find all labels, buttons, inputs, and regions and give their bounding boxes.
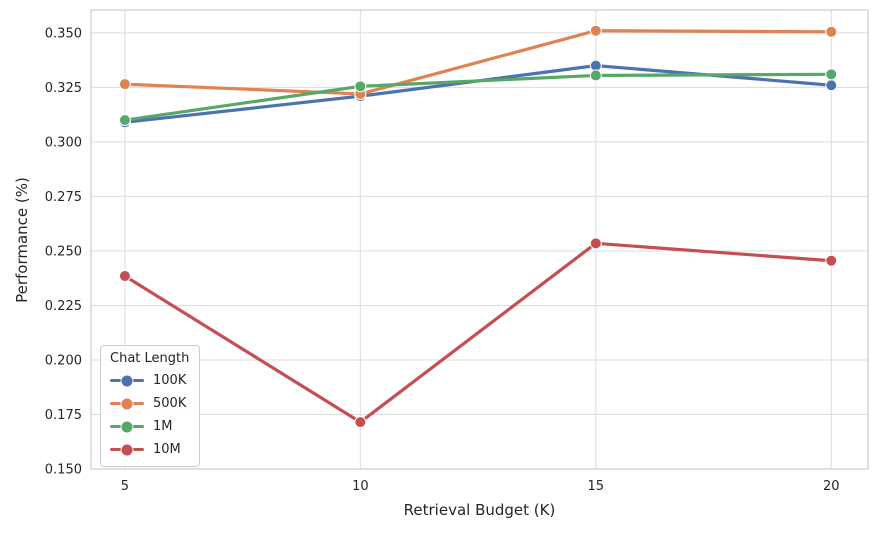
legend-line-marker-icon <box>110 375 144 387</box>
legend-label-10m: 10M <box>153 442 181 457</box>
y-tick-label: 0.225 <box>45 299 82 314</box>
data-point-1M <box>589 69 602 82</box>
series-line-1M <box>123 72 833 122</box>
legend-line-marker-icon <box>110 398 144 410</box>
x-tick-label: 15 <box>588 479 605 494</box>
y-tick-label: 0.300 <box>45 135 82 150</box>
axes-border <box>90 9 869 470</box>
y-axis-label: Performance (%) <box>13 177 31 303</box>
legend-item-100k: 100K <box>110 369 189 392</box>
legend-label-100k: 100K <box>153 373 187 388</box>
legend-line-marker-icon <box>110 444 144 456</box>
legend-line-marker-icon <box>110 421 144 433</box>
y-tick-label: 0.350 <box>45 26 82 41</box>
y-tick-label: 0.200 <box>45 353 82 368</box>
y-tick-label: 0.175 <box>45 408 82 423</box>
data-point-100K <box>825 79 838 92</box>
legend: Chat Length 100K 500K 1M 10M <box>100 345 201 467</box>
data-point-10M <box>825 254 838 267</box>
data-point-500K <box>118 78 131 91</box>
data-point-500K <box>825 25 838 38</box>
data-point-500K <box>589 24 602 37</box>
series-line-10M <box>123 241 833 424</box>
series-line-500K <box>123 29 833 96</box>
x-tick-label: 5 <box>121 479 129 494</box>
x-tick-label: 20 <box>823 479 840 494</box>
y-tick-label: 0.250 <box>45 244 82 259</box>
data-point-10M <box>589 237 602 250</box>
legend-label-500k: 500K <box>153 396 187 411</box>
plot-background <box>91 10 868 469</box>
x-axis-label: Retrieval Budget (K) <box>403 501 556 519</box>
y-tick-label: 0.325 <box>45 81 82 96</box>
data-point-10M <box>354 416 367 429</box>
data-point-1M <box>118 114 131 127</box>
data-point-10M <box>118 270 131 283</box>
legend-title: Chat Length <box>110 351 190 366</box>
legend-item-1m: 1M <box>110 415 189 438</box>
legend-item-500k: 500K <box>110 392 189 415</box>
y-tick-label: 0.150 <box>45 463 82 478</box>
data-point-1M <box>354 80 367 93</box>
x-tick-label: 10 <box>352 479 369 494</box>
y-tick-label: 0.275 <box>45 190 82 205</box>
legend-item-10m: 10M <box>110 438 189 461</box>
legend-label-1m: 1M <box>153 419 173 434</box>
data-point-1M <box>825 68 838 81</box>
